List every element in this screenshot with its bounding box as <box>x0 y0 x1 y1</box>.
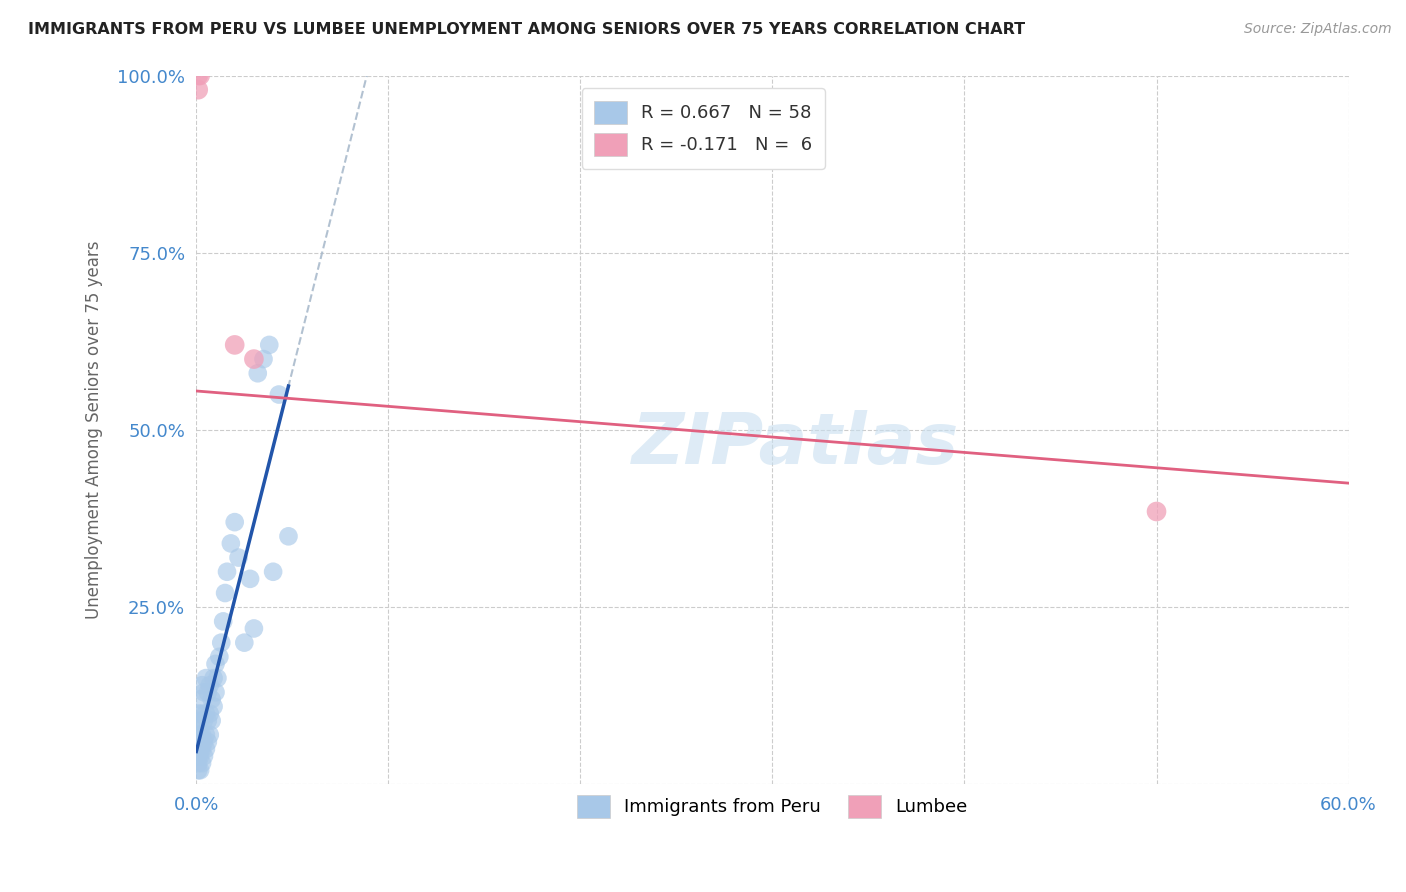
Point <box>191 756 214 771</box>
Point <box>191 728 214 742</box>
Point <box>191 678 214 692</box>
Text: IMMIGRANTS FROM PERU VS LUMBEE UNEMPLOYMENT AMONG SENIORS OVER 75 YEARS CORRELAT: IMMIGRANTS FROM PERU VS LUMBEE UNEMPLOYM… <box>28 22 1025 37</box>
Point <box>194 671 217 685</box>
Point <box>193 714 215 728</box>
Point <box>1146 504 1168 518</box>
Point <box>191 706 214 721</box>
Point <box>233 635 256 649</box>
Legend: Immigrants from Peru, Lumbee: Immigrants from Peru, Lumbee <box>571 788 974 825</box>
Point <box>187 764 209 778</box>
Point <box>187 728 209 742</box>
Point <box>202 671 225 685</box>
Point <box>252 352 274 367</box>
Point <box>259 338 281 352</box>
Point <box>194 742 217 756</box>
Point <box>239 572 262 586</box>
Point <box>197 735 219 749</box>
Point <box>243 352 266 367</box>
Point <box>201 692 224 706</box>
Point <box>204 685 226 699</box>
Point <box>224 515 246 529</box>
Point <box>194 706 217 721</box>
Point <box>188 728 211 742</box>
Point <box>204 657 226 671</box>
Point <box>187 756 209 771</box>
Point <box>191 742 214 756</box>
Point <box>277 529 299 543</box>
Point <box>212 615 235 629</box>
Y-axis label: Unemployment Among Seniors over 75 years: Unemployment Among Seniors over 75 years <box>86 241 103 619</box>
Point <box>215 565 238 579</box>
Point <box>188 749 211 764</box>
Point <box>207 671 229 685</box>
Point <box>188 69 211 83</box>
Point <box>198 678 221 692</box>
Point <box>187 735 209 749</box>
Point <box>194 728 217 742</box>
Point <box>267 387 290 401</box>
Point <box>262 565 284 579</box>
Point <box>209 635 232 649</box>
Point <box>193 735 215 749</box>
Point <box>224 338 246 352</box>
Point <box>193 685 215 699</box>
Point <box>193 749 215 764</box>
Point <box>243 622 266 636</box>
Point <box>188 764 211 778</box>
Point <box>228 550 250 565</box>
Point <box>219 536 242 550</box>
Point <box>188 742 211 756</box>
Text: ZIPatlas: ZIPatlas <box>631 409 959 479</box>
Point <box>187 706 209 721</box>
Point <box>198 706 221 721</box>
Point <box>187 721 209 735</box>
Point <box>198 728 221 742</box>
Point <box>197 714 219 728</box>
Point <box>246 366 269 380</box>
Point <box>201 714 224 728</box>
Point <box>187 69 209 83</box>
Point <box>187 83 209 97</box>
Point <box>214 586 236 600</box>
Point <box>202 699 225 714</box>
Point <box>187 749 209 764</box>
Point <box>208 649 231 664</box>
Point <box>188 692 211 706</box>
Point <box>197 685 219 699</box>
Point <box>188 714 211 728</box>
Point <box>187 742 209 756</box>
Text: Source: ZipAtlas.com: Source: ZipAtlas.com <box>1244 22 1392 37</box>
